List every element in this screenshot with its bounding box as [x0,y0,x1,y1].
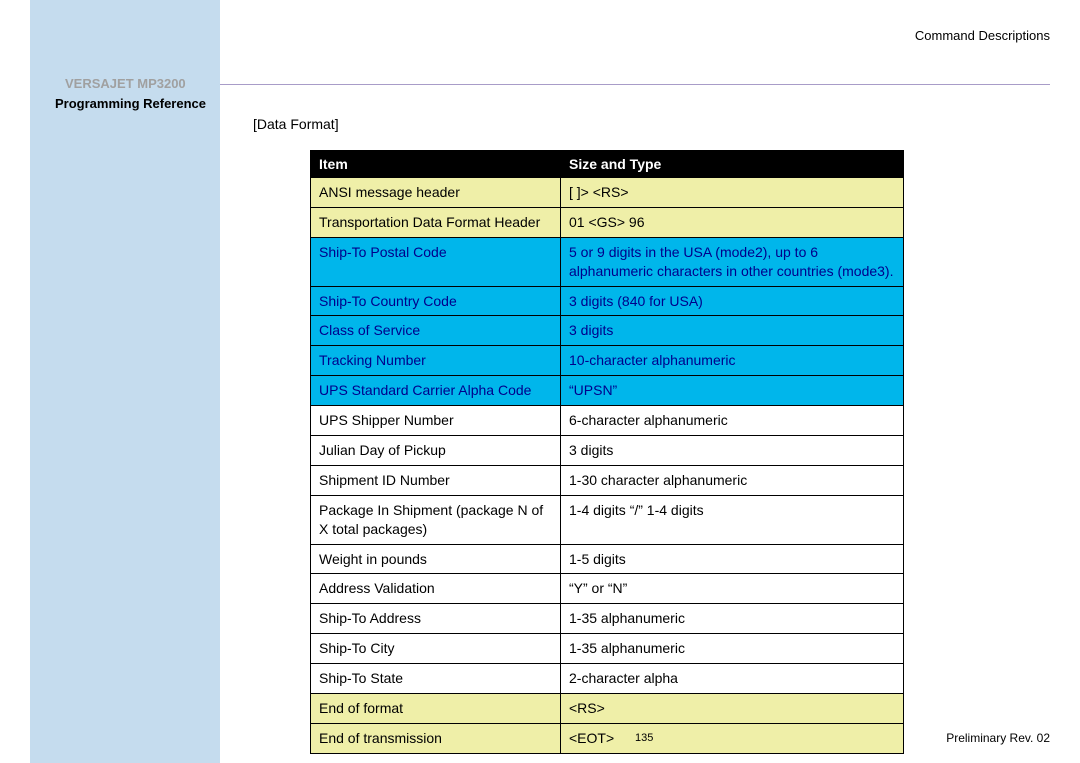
cell-item: Ship-To Address [311,604,561,634]
table-row: End of transmission<EOT> [311,723,904,753]
cell-size: 1-35 alphanumeric [561,604,904,634]
cell-item: Ship-To Country Code [311,286,561,316]
cell-item: Tracking Number [311,346,561,376]
table-row: UPS Standard Carrier Alpha Code“UPSN” [311,376,904,406]
cell-size: 10-character alphanumeric [561,346,904,376]
cell-item: Weight in pounds [311,544,561,574]
cell-item: Julian Day of Pickup [311,436,561,466]
cell-size: 5 or 9 digits in the USA (mode2), up to … [561,237,904,286]
table-row: Package In Shipment (package N of X tota… [311,495,904,544]
cell-item: Transportation Data Format Header [311,207,561,237]
cell-item: UPS Shipper Number [311,406,561,436]
cell-item: UPS Standard Carrier Alpha Code [311,376,561,406]
cell-item: Package In Shipment (package N of X tota… [311,495,561,544]
cell-size: 1-30 character alphanumeric [561,465,904,495]
cell-item: Shipment ID Number [311,465,561,495]
cell-item: End of transmission [311,723,561,753]
header-divider [220,84,1050,85]
cell-item: Ship-To City [311,634,561,664]
cell-size: 1-5 digits [561,544,904,574]
section-label: [Data Format] [253,116,339,132]
table-row: Shipment ID Number1-30 character alphanu… [311,465,904,495]
cell-size: [ ]> <RS> [561,178,904,208]
table-row: Ship-To City1-35 alphanumeric [311,634,904,664]
table-row: Ship-To Country Code3 digits (840 for US… [311,286,904,316]
cell-size: 1-35 alphanumeric [561,634,904,664]
header-right-text: Command Descriptions [915,28,1050,43]
table-header-row: Item Size and Type [311,151,904,178]
cell-item: ANSI message header [311,178,561,208]
cell-size: “Y” or “N” [561,574,904,604]
sidebar [30,0,220,763]
cell-size: 3 digits (840 for USA) [561,286,904,316]
data-format-table: Item Size and Type ANSI message header[ … [310,150,904,754]
page-number: 135 [635,732,653,744]
cell-item: Ship-To State [311,664,561,694]
table-row: Ship-To Address1-35 alphanumeric [311,604,904,634]
cell-size: 3 digits [561,316,904,346]
cell-size: “UPSN” [561,376,904,406]
table-row: Ship-To State2-character alpha [311,664,904,694]
cell-size: 01 <GS> 96 [561,207,904,237]
cell-item: Class of Service [311,316,561,346]
table-row: Weight in pounds1-5 digits [311,544,904,574]
col-header-item: Item [311,151,561,178]
cell-size: 2-character alpha [561,664,904,694]
cell-item: Ship-To Postal Code [311,237,561,286]
subtitle: Programming Reference [55,96,206,111]
product-title: VERSAJET MP3200 [65,76,186,91]
table-row: Ship-To Postal Code5 or 9 digits in the … [311,237,904,286]
table-row: Class of Service3 digits [311,316,904,346]
table-row: UPS Shipper Number6-character alphanumer… [311,406,904,436]
cell-item: End of format [311,694,561,724]
table-row: Transportation Data Format Header01 <GS>… [311,207,904,237]
table-row: Address Validation“Y” or “N” [311,574,904,604]
cell-size: <EOT> [561,723,904,753]
cell-size: 6-character alphanumeric [561,406,904,436]
table-row: Tracking Number10-character alphanumeric [311,346,904,376]
cell-size: 3 digits [561,436,904,466]
cell-size: 1-4 digits “/” 1-4 digits [561,495,904,544]
col-header-size: Size and Type [561,151,904,178]
cell-size: <RS> [561,694,904,724]
footer-revision: Preliminary Rev. 02 [946,731,1050,745]
table-row: End of format<RS> [311,694,904,724]
table-row: ANSI message header[ ]> <RS> [311,178,904,208]
table-row: Julian Day of Pickup3 digits [311,436,904,466]
cell-item: Address Validation [311,574,561,604]
